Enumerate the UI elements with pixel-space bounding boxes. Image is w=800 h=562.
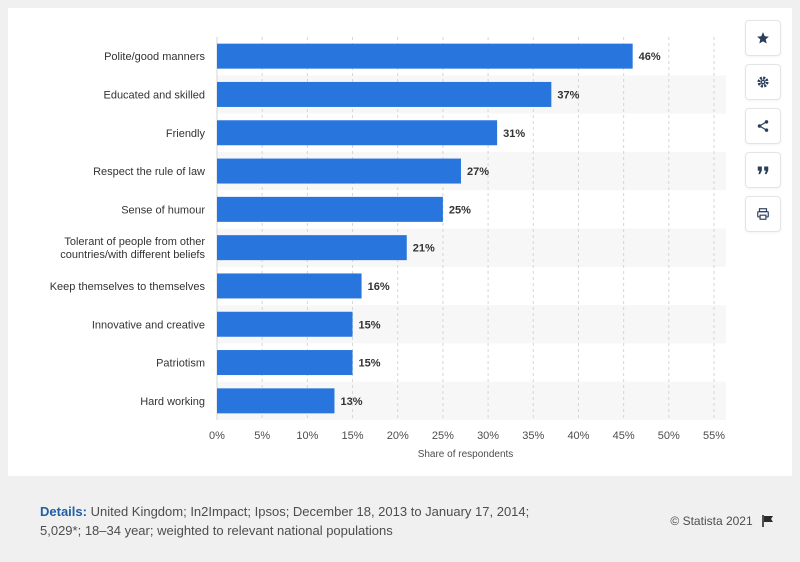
x-tick-label: 20%	[387, 430, 409, 442]
data-label: 21%	[413, 243, 435, 255]
category-label: Innovative and creative	[92, 319, 205, 331]
category-label: Patriotism	[156, 358, 205, 370]
data-label: 27%	[467, 166, 489, 178]
print-button[interactable]	[745, 196, 781, 232]
x-tick-label: 55%	[703, 430, 725, 442]
share-button[interactable]	[745, 108, 781, 144]
x-tick-label: 45%	[613, 430, 635, 442]
data-label: 37%	[557, 89, 579, 101]
data-label: 16%	[368, 281, 390, 293]
bar-chart: 0% 5% 10% 15% 20% 25% 30% 35% 40% 45% 50% 55% Share …	[50, 37, 726, 460]
x-tick-label: 10%	[296, 430, 318, 442]
print-icon	[757, 208, 769, 220]
bar	[217, 273, 362, 299]
category-label: Hard working	[140, 396, 205, 408]
x-axis-title: Share of respondents	[418, 449, 514, 460]
category-label: Sense of humour	[121, 204, 205, 216]
category-label: Respect the rule of law	[93, 166, 205, 178]
cite-button[interactable]	[745, 152, 781, 188]
category-label: Educated and skilled	[103, 89, 205, 101]
x-tick-label: 35%	[522, 430, 544, 442]
x-tick-label: 25%	[432, 430, 454, 442]
bar	[217, 43, 633, 69]
data-label: 31%	[503, 128, 525, 140]
bar	[217, 350, 353, 376]
x-tick-label: 5%	[254, 430, 270, 442]
x-tick-label: 0%	[209, 430, 225, 442]
quote-icon	[757, 166, 769, 175]
data-label: 15%	[359, 319, 381, 331]
x-tick-label: 15%	[342, 430, 364, 442]
data-label: 13%	[340, 396, 362, 408]
bookmark-button[interactable]	[745, 20, 781, 56]
category-label: Polite/good manners	[104, 51, 205, 63]
category-label: Keep themselves to themselves	[50, 281, 206, 293]
data-label: 25%	[449, 204, 471, 216]
bar	[217, 196, 443, 222]
data-label: 46%	[639, 51, 661, 63]
category-label: countries/with different beliefs	[60, 249, 205, 261]
details-label: Details:	[40, 504, 87, 519]
star-icon	[757, 32, 769, 44]
copyright-text: © Statista 2021	[670, 514, 753, 528]
flag-icon	[762, 515, 773, 527]
bar	[217, 81, 552, 107]
category-label: Friendly	[166, 128, 206, 140]
bar	[217, 120, 498, 146]
chart-details: Details: United Kingdom; In2Impact; Ipso…	[40, 502, 560, 540]
gear-icon	[757, 76, 769, 88]
bar	[217, 388, 335, 414]
details-text: United Kingdom; In2Impact; Ipsos; Decemb…	[40, 504, 530, 538]
category-label: Tolerant of people from other	[64, 236, 205, 248]
x-tick-label: 30%	[477, 430, 499, 442]
share-icon	[757, 120, 769, 132]
x-tick-label: 50%	[658, 430, 680, 442]
bar	[217, 235, 407, 261]
statista-copyright[interactable]: © Statista 2021	[670, 514, 774, 528]
bar	[217, 158, 461, 184]
settings-button[interactable]	[745, 64, 781, 100]
data-label: 15%	[359, 358, 381, 370]
chart-toolbar	[745, 20, 781, 240]
bar	[217, 311, 353, 337]
x-tick-label: 40%	[567, 430, 589, 442]
